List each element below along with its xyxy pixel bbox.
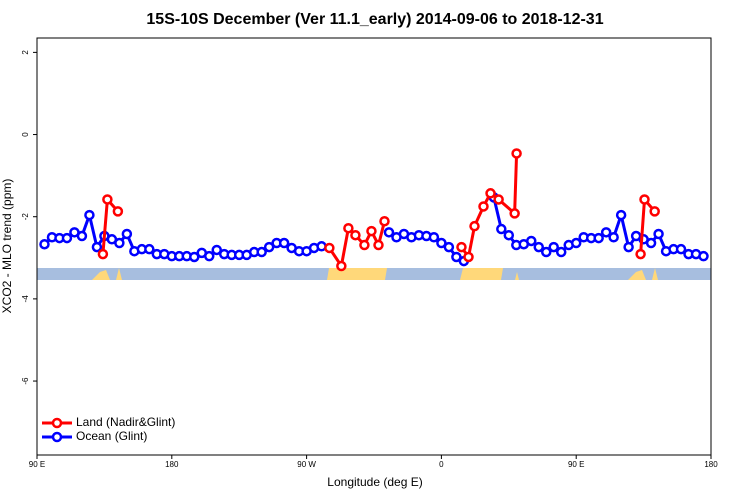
y-axis-label: XCO2 - MLO trend (ppm) bbox=[0, 179, 14, 314]
data-point bbox=[485, 188, 496, 199]
data-point bbox=[675, 243, 687, 255]
data-point bbox=[211, 244, 222, 256]
data-point bbox=[39, 238, 50, 250]
data-point bbox=[615, 209, 627, 221]
x-tick-label: 180 bbox=[704, 460, 718, 469]
data-point bbox=[443, 241, 455, 253]
legend-marker bbox=[51, 417, 63, 429]
x-tick-label: 0 bbox=[439, 460, 444, 469]
legend-label: Land (Nadir&Glint) bbox=[76, 415, 175, 429]
data-point bbox=[469, 220, 480, 232]
data-point bbox=[366, 225, 377, 237]
data-point bbox=[555, 246, 567, 258]
surface-band bbox=[37, 268, 711, 280]
data-point bbox=[548, 241, 559, 253]
data-point bbox=[350, 229, 361, 241]
legend: Land (Nadir&Glint) Ocean (Glint) bbox=[42, 415, 175, 443]
y-tick-label: 2 bbox=[21, 50, 30, 55]
data-point bbox=[189, 251, 200, 263]
data-point bbox=[114, 237, 125, 249]
data-point bbox=[533, 241, 545, 253]
x-tick-label: 90 E bbox=[568, 460, 584, 469]
data-point bbox=[278, 237, 290, 249]
data-point bbox=[509, 208, 520, 219]
data-point bbox=[478, 201, 489, 212]
data-point bbox=[203, 250, 215, 262]
data-point bbox=[76, 230, 88, 242]
data-point bbox=[503, 229, 515, 241]
data-point bbox=[428, 232, 440, 243]
x-tick-label: 180 bbox=[165, 460, 179, 469]
data-point bbox=[359, 239, 370, 251]
data-point bbox=[263, 241, 275, 253]
data-point bbox=[653, 228, 664, 240]
data-point bbox=[526, 235, 537, 247]
legend-marker bbox=[51, 431, 63, 443]
data-point bbox=[256, 246, 267, 258]
data-point bbox=[593, 232, 604, 244]
data-point bbox=[84, 209, 95, 221]
y-tick-label: 0 bbox=[21, 132, 30, 137]
data-point bbox=[61, 232, 73, 244]
data-point bbox=[540, 246, 552, 258]
x-axis-label: Longitude (deg E) bbox=[327, 475, 422, 489]
data-point bbox=[436, 237, 447, 249]
data-point bbox=[493, 194, 504, 205]
data-point bbox=[97, 248, 109, 260]
data-point bbox=[383, 227, 395, 238]
data-point bbox=[121, 228, 133, 240]
land-band bbox=[92, 268, 122, 280]
plot-frame bbox=[36, 37, 712, 456]
data-point bbox=[379, 215, 390, 227]
data-point bbox=[600, 227, 612, 238]
data-point bbox=[639, 194, 650, 205]
data-point bbox=[373, 239, 384, 251]
data-point bbox=[456, 241, 467, 253]
data-point bbox=[102, 194, 113, 205]
data-point bbox=[144, 243, 155, 255]
land-band bbox=[515, 268, 658, 280]
series-line bbox=[460, 153, 519, 261]
data-point bbox=[635, 248, 646, 260]
chart-title: 15S-10S December (Ver 11.1_early) 2014-0… bbox=[146, 11, 603, 28]
data-point bbox=[570, 237, 582, 249]
data-point bbox=[112, 206, 124, 217]
land-band bbox=[460, 268, 503, 280]
data-point bbox=[336, 260, 347, 272]
y-tick-label: -6 bbox=[21, 377, 30, 385]
y-tick-label: -2 bbox=[21, 213, 30, 221]
data-point bbox=[623, 241, 634, 253]
data-point bbox=[649, 206, 660, 217]
data-point bbox=[324, 242, 335, 254]
data-point bbox=[496, 223, 507, 235]
x-tick-label: 90 E bbox=[29, 460, 45, 469]
data-point bbox=[91, 241, 103, 253]
data-point bbox=[451, 251, 462, 263]
y-tick-label: -4 bbox=[21, 295, 30, 303]
data-point bbox=[511, 148, 522, 159]
data-point bbox=[463, 251, 474, 263]
x-tick-label: 90 W bbox=[297, 460, 316, 469]
data-point bbox=[343, 222, 354, 234]
data-point bbox=[698, 250, 709, 262]
land-band bbox=[327, 268, 387, 280]
legend-label: Ocean (Glint) bbox=[76, 429, 147, 443]
data-point bbox=[608, 232, 619, 243]
data-point bbox=[645, 237, 657, 249]
